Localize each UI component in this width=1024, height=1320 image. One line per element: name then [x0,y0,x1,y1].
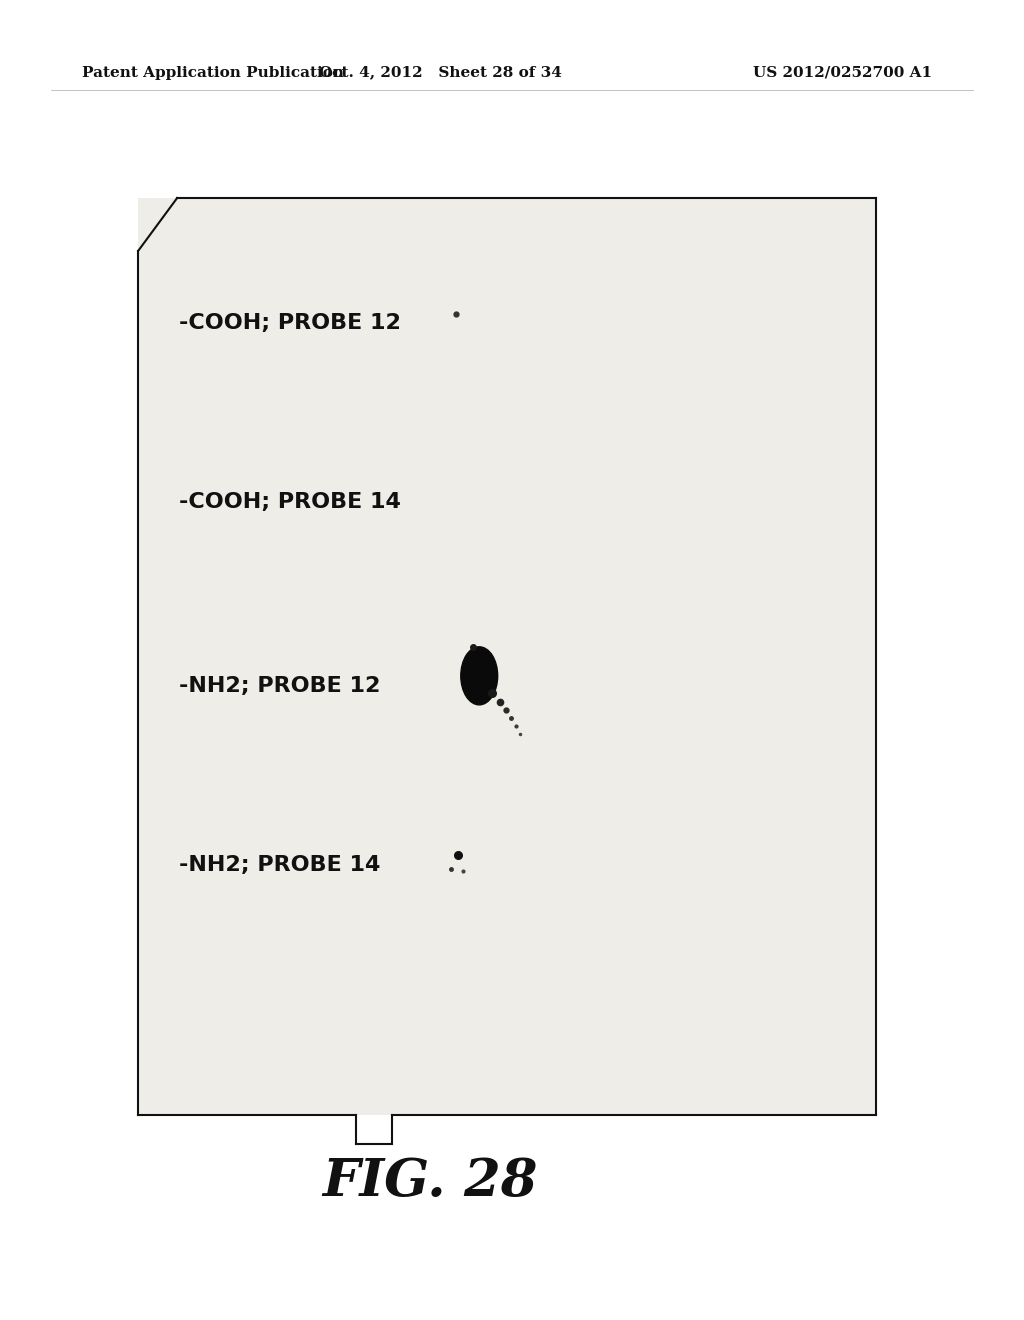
Text: US 2012/0252700 A1: US 2012/0252700 A1 [753,66,932,79]
Bar [138,198,876,1115]
Ellipse shape [461,647,498,705]
Text: Oct. 4, 2012   Sheet 28 of 34: Oct. 4, 2012 Sheet 28 of 34 [318,66,562,79]
Text: Patent Application Publication: Patent Application Publication [82,66,344,79]
Text: FIG. 28: FIG. 28 [323,1156,538,1206]
Text: -COOH; PROBE 14: -COOH; PROBE 14 [179,491,401,512]
Text: -NH2; PROBE 12: -NH2; PROBE 12 [179,676,381,697]
Text: -NH2; PROBE 14: -NH2; PROBE 14 [179,854,381,875]
Text: -COOH; PROBE 12: -COOH; PROBE 12 [179,313,401,334]
